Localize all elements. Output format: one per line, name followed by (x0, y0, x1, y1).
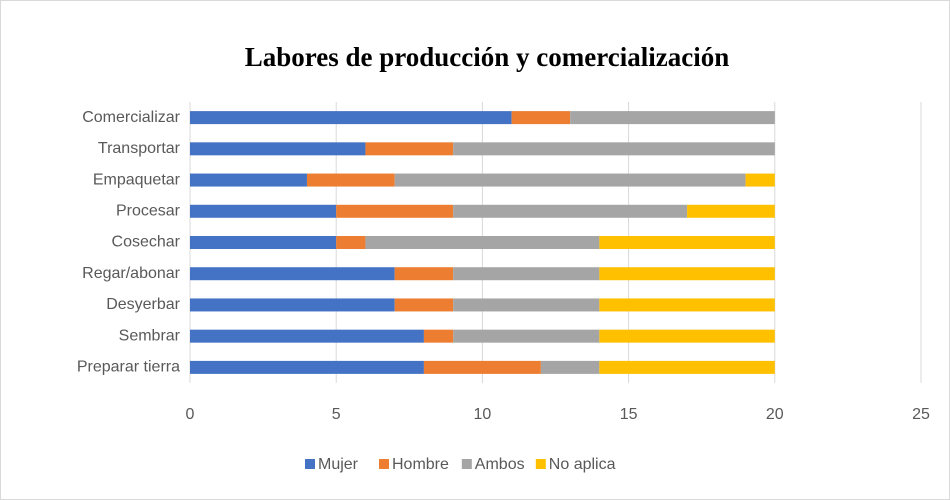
bar-segment (599, 360, 775, 374)
bar-segment (336, 236, 366, 249)
y-tick-label: Preparar tierra (77, 359, 180, 376)
bar-segment (190, 236, 337, 249)
chart-title: Labores de producción y comercialización (245, 42, 729, 72)
legend-swatch (305, 459, 315, 469)
bar-segment (190, 298, 395, 312)
bar-segment (190, 267, 395, 281)
x-tick-label: 5 (332, 406, 341, 423)
bar-segment (190, 142, 366, 156)
bar-segment (190, 329, 424, 343)
bar-segment (394, 298, 454, 312)
legend-label: Hombre (392, 456, 449, 473)
bar-segment (599, 236, 775, 249)
x-tick-label: 20 (766, 406, 784, 423)
bar-segment (540, 360, 600, 374)
y-tick-label: Desyerbar (106, 296, 180, 313)
bar-segment (190, 111, 512, 125)
y-tick-label: Cosechar (112, 234, 181, 251)
bar-segment (365, 142, 454, 156)
legend-swatch (379, 459, 389, 469)
y-tick-label: Sembrar (119, 327, 181, 344)
legend-label: Ambos (475, 456, 525, 473)
x-tick-label: 25 (912, 406, 930, 423)
legend-swatch (535, 459, 546, 469)
x-tick-label: 10 (474, 406, 492, 423)
bar-segment (306, 173, 395, 187)
bar-segment (336, 204, 454, 218)
bar-segment (423, 329, 454, 343)
bar-segment (394, 267, 454, 281)
bar-segment (394, 173, 746, 187)
bar-segment (190, 173, 307, 187)
y-tick-label: Regar/abonar (82, 265, 181, 282)
bar-segment (453, 204, 688, 218)
legend-label: Mujer (318, 456, 359, 473)
bar-segment (570, 111, 775, 125)
legend-label: No aplica (549, 456, 616, 473)
bar-segment (453, 267, 600, 281)
bar-segment (453, 142, 775, 156)
bar-segment (190, 360, 424, 374)
x-tick-label: 0 (186, 406, 195, 423)
bar-segment (599, 267, 775, 281)
bar-segment (423, 360, 541, 374)
bar-segment (453, 298, 600, 312)
bar-segment (511, 111, 571, 125)
bar-segment (687, 204, 775, 218)
y-tick-label: Comercializar (82, 109, 180, 126)
y-tick-label: Empaquetar (93, 171, 181, 188)
x-tick-label: 15 (620, 406, 638, 423)
bar-segment (190, 204, 337, 218)
y-tick-label: Transportar (98, 140, 181, 157)
bar-segment (453, 329, 600, 343)
y-tick-label: Procesar (116, 202, 181, 219)
bar-segment (599, 298, 775, 312)
legend-swatch (461, 459, 472, 469)
bar-segment (599, 329, 775, 343)
bar-segment (365, 236, 600, 249)
bar-segment (745, 173, 775, 187)
